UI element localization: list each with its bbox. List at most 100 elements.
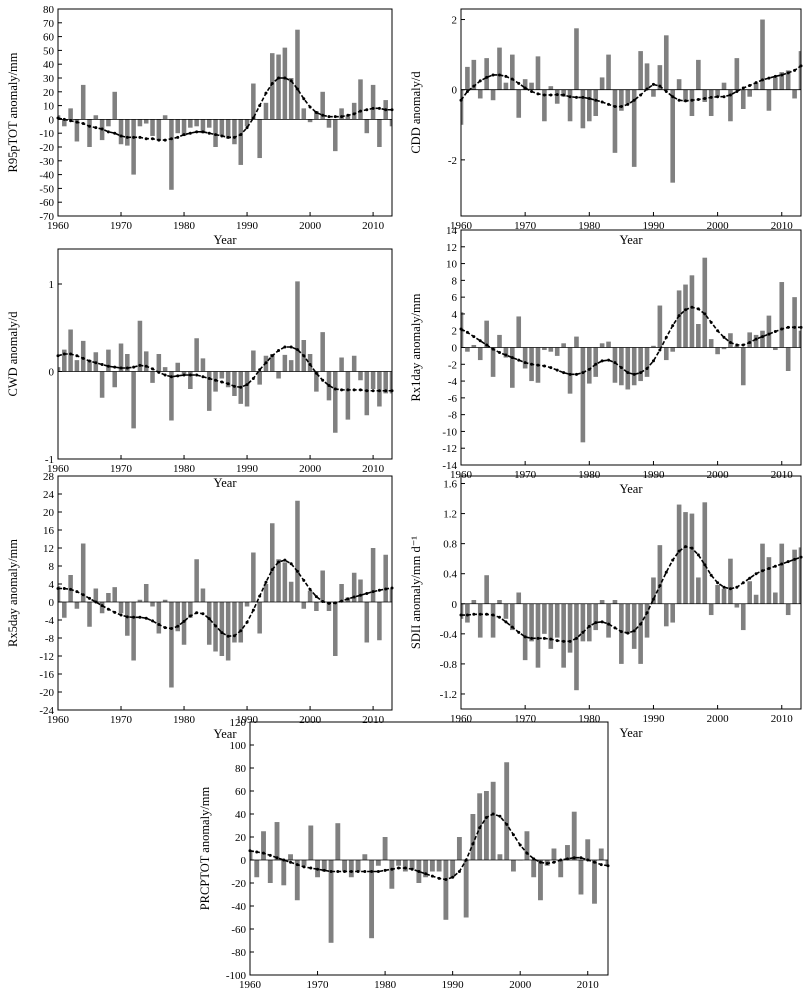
bar-1973	[542, 89, 547, 122]
bar-1990	[244, 602, 250, 607]
trend-point-2006	[346, 388, 350, 392]
trend-point-2010	[586, 858, 590, 862]
trend-point-1967	[100, 363, 104, 366]
bar-1977	[162, 599, 168, 602]
trend-point-1972	[536, 363, 540, 367]
bar-1991	[251, 552, 256, 602]
bar-1963	[74, 119, 80, 142]
trend-point-2005	[340, 115, 344, 119]
bar-2001	[721, 588, 727, 604]
bar-2002	[320, 332, 325, 372]
bar-1981	[188, 371, 193, 389]
y-tick-label: 4	[49, 579, 55, 591]
x-axis-title: Year	[619, 482, 643, 496]
bar-1960	[461, 89, 464, 125]
bar-1995	[483, 791, 489, 860]
trend-point-2003	[327, 115, 331, 119]
bar-1993	[263, 584, 269, 602]
trend-point-1966	[94, 361, 98, 365]
trend-point-1978	[574, 636, 578, 640]
y-tick-label: 60	[43, 32, 55, 44]
trend-point-1995	[277, 349, 281, 352]
bar-2006	[345, 371, 351, 420]
bar-series	[461, 502, 801, 691]
bar-1999	[301, 602, 307, 609]
bar-1961	[254, 860, 260, 878]
trend-point-1985	[619, 105, 623, 109]
bar-2011	[785, 347, 791, 371]
trend-point-1966	[497, 73, 501, 77]
bar-1966	[288, 854, 293, 860]
trend-point-2009	[773, 564, 777, 568]
bar-1991	[657, 305, 663, 348]
bar-2011	[377, 119, 382, 147]
trend-point-1971	[125, 135, 129, 139]
y-axis-title: Rx5day anomaly/mm	[6, 539, 20, 647]
panel-3: 1960 1970 1980 1990 2000 2010 -1 0 1 Year CWD anom…	[6, 248, 394, 490]
trend-point-1981	[188, 614, 192, 618]
bar-1968	[510, 54, 515, 90]
trend-point-1969	[113, 610, 117, 614]
bar-1976	[156, 602, 162, 634]
bar-1991	[456, 837, 462, 860]
y-tick-label: -24	[39, 705, 54, 717]
bar-1998	[295, 500, 300, 602]
plot-frame	[57, 8, 393, 217]
trend-point-1971	[125, 615, 129, 619]
trend-point-2008	[358, 388, 362, 392]
bar-1967	[294, 860, 300, 901]
y-tick-label: 12	[43, 543, 54, 555]
bar-1977	[567, 603, 573, 653]
trend-point-2006	[559, 858, 563, 862]
trend-points	[56, 558, 394, 638]
bar-2007	[760, 19, 765, 90]
trend-point-1982	[397, 866, 401, 870]
trend-point-1977	[568, 639, 572, 643]
trend-point-1980	[587, 624, 591, 628]
bar-1997	[497, 854, 503, 860]
trend-point-2001	[722, 95, 726, 99]
trend-point-1990	[651, 359, 655, 363]
y-tick-label: 60	[235, 786, 247, 798]
trend-point-2012	[384, 587, 388, 591]
bar-2000	[715, 347, 720, 355]
bar-1964	[484, 575, 489, 604]
bar-1965	[281, 860, 287, 886]
trend-point-1988	[639, 371, 643, 375]
trend-point-1968	[510, 625, 514, 629]
bar-1987	[631, 347, 637, 386]
y-tick-label: -60	[39, 197, 54, 209]
bar-2002	[728, 558, 733, 604]
y-tick-label: 120	[230, 717, 247, 729]
trend-points	[56, 76, 394, 142]
bar-2003	[734, 603, 740, 608]
trend-point-1989	[645, 611, 649, 615]
trend-point-1994	[270, 568, 274, 572]
bar-1978	[169, 119, 174, 190]
trend-point-2012	[793, 557, 797, 561]
trend-point-1994	[677, 98, 681, 102]
trend-point-1978	[370, 870, 374, 873]
x-tick-label: 1970	[514, 220, 537, 232]
trend-point-1964	[81, 122, 85, 126]
bar-1990	[651, 577, 656, 604]
trend-point-2000	[716, 581, 720, 585]
y-tick-label: 100	[230, 740, 247, 752]
trend-point-1986	[424, 872, 428, 876]
bar-2009	[773, 592, 778, 604]
bar-1988	[638, 347, 643, 382]
trend-point-1965	[282, 858, 286, 862]
bar-1974	[143, 119, 149, 124]
bar-2012	[598, 848, 604, 860]
bar-1983	[402, 860, 408, 872]
y-tick-label: -20	[39, 687, 54, 699]
bar-1971	[125, 602, 130, 636]
trend-point-1978	[169, 375, 173, 379]
bar-1990	[651, 345, 656, 348]
bar-1979	[580, 603, 586, 642]
bar-2008	[358, 79, 363, 120]
bar-1963	[267, 860, 273, 883]
y-tick-label: 10	[43, 101, 55, 113]
x-tick-label: 1960	[47, 714, 70, 726]
bar-1984	[612, 89, 618, 153]
